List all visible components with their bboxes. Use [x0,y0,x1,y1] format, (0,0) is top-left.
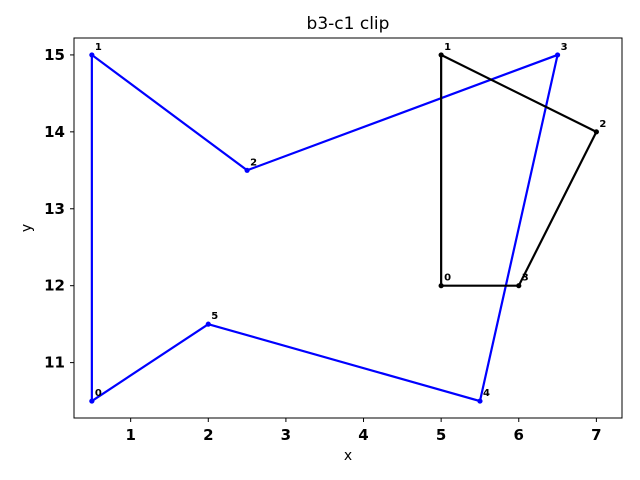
series-0-point [554,52,561,58]
series-0-point-label: 5 [211,311,218,322]
series-1-point-label: 1 [444,42,451,53]
x-tick-label: 3 [281,426,291,444]
y-axis-label: y [19,224,35,232]
plot-area: 0 1 2 3 4 5 0 1 2 3 [73,37,623,419]
series-0-point-label: 4 [483,388,490,399]
x-tick-label: 4 [358,426,368,444]
x-tick-label: 2 [203,426,213,444]
series-0-point [89,52,95,58]
series-1-point [516,283,522,289]
chart-title: b3-c1 clip [307,14,390,34]
series-0-line [90,52,560,404]
y-tick-label: 12 [44,277,65,295]
series-1-point-label: 0 [444,273,451,284]
series-1-point-label: 3 [522,273,529,284]
series-1-point-label: 2 [599,119,606,130]
series-0-point [89,398,95,404]
y-tick-label: 15 [44,46,65,64]
series-0-point-label: 3 [561,42,568,53]
y-tick-label: 13 [44,200,65,218]
series-0-point [477,398,483,404]
series-layer: 0 1 2 3 4 5 0 1 2 3 [89,42,606,404]
y-tick-label: 14 [44,123,65,141]
x-tick-label: 7 [591,426,601,444]
x-tick-label: 5 [436,426,446,444]
series-0-point [244,167,250,173]
series-0-point-label: 1 [95,42,102,53]
series-1-point [438,283,444,289]
plot-frame [73,37,623,419]
series-0-point-label: 0 [95,388,102,399]
x-axis-label: x [344,448,352,464]
series-0-point-label: 2 [250,157,257,168]
series-1-point [438,52,444,58]
x-tick-label: 1 [125,426,135,444]
series-1-point [593,129,599,135]
series-0-point [205,321,211,327]
y-tick-label: 11 [44,354,65,372]
x-tick-label: 6 [514,426,524,444]
